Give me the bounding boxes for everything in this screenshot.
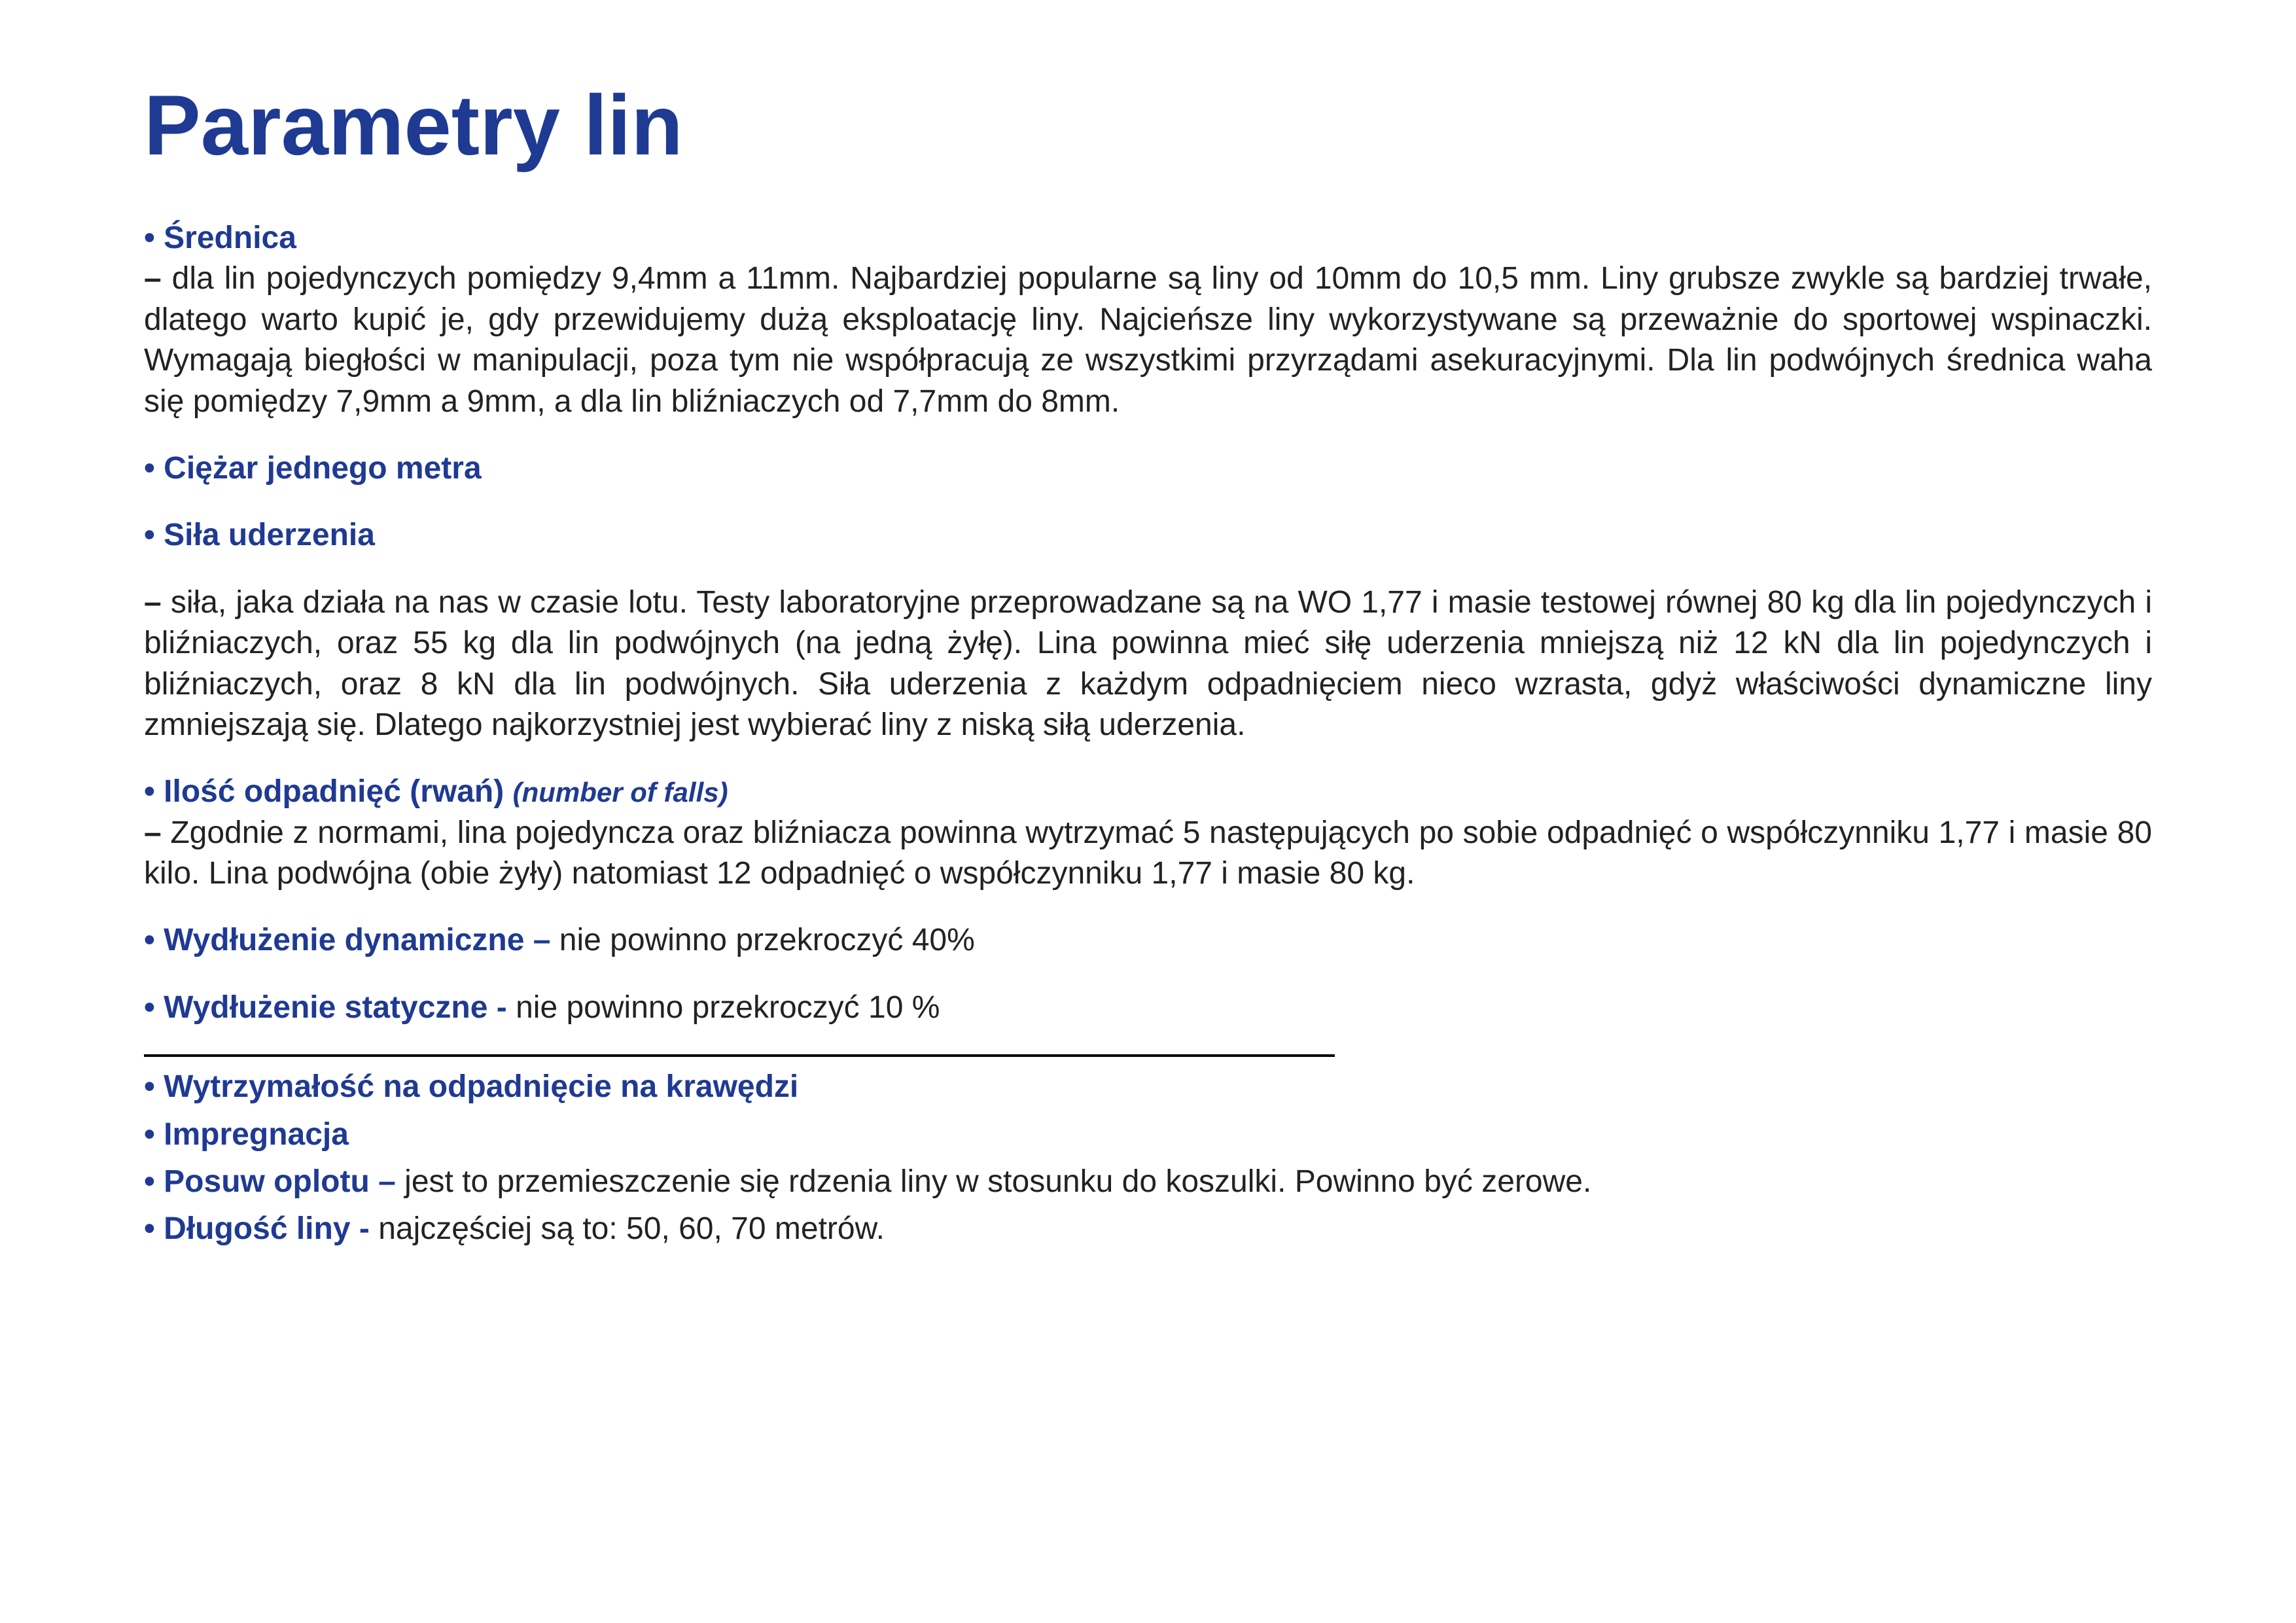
page-title: Parametry lin — [144, 79, 2152, 172]
body-text: • Średnica – dla lin pojedynczych pomięd… — [144, 218, 2152, 1250]
item-srednica: • Średnica – dla lin pojedynczych pomięd… — [144, 218, 2152, 422]
item-ilosc: • Ilość odpadnięć (rwań) (number of fall… — [144, 772, 2152, 894]
bullet-icon: • — [144, 1069, 155, 1104]
bullet-icon: • — [144, 1164, 155, 1199]
dash: – — [144, 815, 162, 850]
bullet-icon: • — [144, 1211, 155, 1246]
item-dlugosc: • Długość liny - najczęściej są to: 50, … — [144, 1209, 2152, 1249]
text-wyd-dyn: nie powinno przekroczyć 40% — [559, 923, 975, 957]
slide-page: Parametry lin • Średnica – dla lin pojed… — [0, 0, 2296, 1623]
label-wyd-stat: Wydłużenie statyczne - — [164, 990, 507, 1025]
item-sila-heading: • Siła uderzenia — [144, 515, 2152, 556]
bullet-icon: • — [144, 774, 155, 809]
item-posuw: • Posuw oplotu – jest to przemieszczenie… — [144, 1162, 2152, 1202]
bullet-icon: • — [144, 923, 155, 957]
label-ciezar: Ciężar jednego metra — [164, 451, 481, 486]
bullet-icon: • — [144, 451, 155, 486]
item-impregnacja: • Impregnacja — [144, 1115, 2152, 1155]
text-sila: siła, jaka działa na nas w czasie lotu. … — [144, 585, 2152, 742]
label-ilosc: Ilość odpadnięć (rwań) — [164, 774, 504, 809]
dash: – — [144, 585, 162, 620]
label-sila: Siła uderzenia — [164, 518, 375, 552]
label-posuw: Posuw oplotu – — [164, 1164, 396, 1199]
item-wytrzymalosc: • Wytrzymałość na odpadnięcie na krawędz… — [144, 1067, 2152, 1107]
text-dlugosc: najczęściej są to: 50, 60, 70 metrów. — [378, 1211, 885, 1246]
label-impregnacja: Impregnacja — [164, 1117, 349, 1152]
label-wyd-dyn: Wydłużenie dynamiczne – — [164, 923, 550, 957]
item-ciezar: • Ciężar jednego metra — [144, 448, 2152, 489]
text-wyd-stat: nie powinno przekroczyć 10 % — [516, 990, 940, 1025]
dash: – — [144, 261, 162, 296]
label-srednica: Średnica — [164, 221, 296, 255]
bullet-icon: • — [144, 990, 155, 1025]
bullet-icon: • — [144, 1117, 155, 1152]
label-ilosc-note: (number of falls) — [513, 777, 728, 808]
item-wyd-dyn: • Wydłużenie dynamiczne – nie powinno pr… — [144, 920, 2152, 961]
label-wytrzymalosc: Wytrzymałość na odpadnięcie na krawędzi — [164, 1069, 798, 1104]
text-posuw: jest to przemieszczenie się rdzenia liny… — [404, 1164, 1591, 1199]
text-ilosc: Zgodnie z normami, lina pojedyncza oraz … — [144, 815, 2152, 891]
item-wyd-stat: • Wydłużenie statyczne - nie powinno prz… — [144, 988, 2152, 1028]
bullet-icon: • — [144, 221, 155, 255]
label-dlugosc: Długość liny - — [164, 1211, 370, 1246]
horizontal-rule — [144, 1054, 1335, 1057]
item-sila-text: – siła, jaka działa na nas w czasie lotu… — [144, 582, 2152, 746]
text-srednica: dla lin pojedynczych pomiędzy 9,4mm a 11… — [144, 261, 2152, 418]
bullet-icon: • — [144, 518, 155, 552]
